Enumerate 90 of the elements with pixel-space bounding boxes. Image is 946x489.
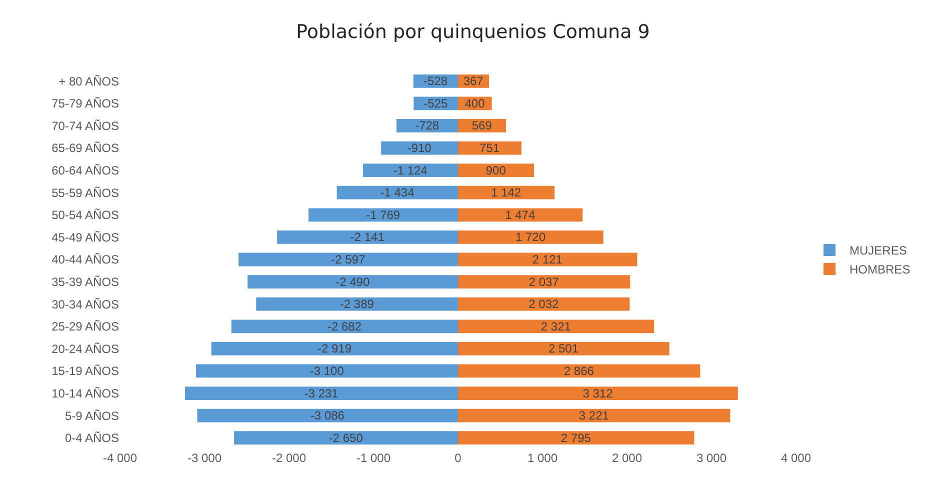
- data-label: -2 650: [328, 430, 364, 445]
- y-tick-label: 60-64 AÑOS: [52, 164, 119, 178]
- bar: [308, 208, 458, 222]
- bar: [458, 408, 730, 422]
- data-label: 1 474: [505, 208, 536, 222]
- data-label: 1 720: [515, 230, 546, 244]
- y-tick-label: 20-24 AÑOS: [52, 342, 119, 356]
- legend-label: MUJERES: [850, 244, 907, 258]
- data-label: -2 597: [331, 252, 366, 266]
- data-label: -528: [424, 74, 448, 88]
- x-tick-label: 4 000: [780, 451, 812, 465]
- bar: [363, 164, 458, 178]
- y-tick-label: 25-29 AÑOS: [52, 320, 119, 334]
- bar: [458, 364, 700, 378]
- data-label: 1 142: [491, 186, 522, 200]
- data-label: -728: [415, 118, 440, 133]
- x-tick-label: 1 000: [527, 451, 558, 465]
- bar: [458, 208, 583, 222]
- y-tick-label: 10-14 AÑOS: [52, 386, 119, 400]
- data-label: 400: [464, 96, 486, 110]
- y-tick-label: 55-59 AÑOS: [52, 186, 119, 200]
- x-tick-label: -2 000: [272, 451, 306, 465]
- data-label: -3 231: [304, 386, 339, 400]
- data-label: 367: [463, 74, 484, 88]
- data-label: 2 866: [564, 364, 594, 378]
- x-tick-label: -3 000: [187, 451, 222, 465]
- y-tick-label: 50-54 AÑOS: [52, 208, 119, 222]
- bar: [256, 297, 458, 311]
- bar: [458, 431, 694, 445]
- data-label: -910: [407, 141, 432, 156]
- y-tick-label: 40-44 AÑOS: [52, 252, 119, 267]
- data-label: 2 121: [532, 252, 563, 266]
- bar: [196, 364, 458, 378]
- bar: [197, 408, 458, 422]
- y-tick-label: 75-79 AÑOS: [52, 96, 119, 111]
- data-label: -2 919: [317, 342, 352, 356]
- y-tick-label: 70-74 AÑOS: [52, 118, 119, 133]
- bar: [458, 230, 604, 244]
- data-label: 2 501: [548, 342, 579, 356]
- data-label: 2 321: [540, 319, 572, 334]
- bar: [231, 320, 458, 334]
- y-tick-label: 0-4 AÑOS: [64, 431, 119, 446]
- data-label: 2 032: [528, 297, 560, 312]
- data-label: -1 769: [366, 208, 400, 222]
- bar: [277, 230, 458, 244]
- bar: [184, 386, 458, 400]
- data-label: 3 312: [582, 386, 614, 400]
- y-tick-label: 45-49 AÑOS: [52, 230, 119, 244]
- bar: [458, 252, 638, 266]
- bar: [458, 164, 534, 178]
- y-tick-label: + 80 AÑOS: [58, 74, 119, 88]
- y-tick-label: 5-9 AÑOS: [64, 408, 119, 423]
- bar: [336, 186, 458, 200]
- data-label: 2 037: [528, 274, 560, 289]
- data-label: -3 086: [310, 408, 345, 423]
- data-label: -3 100: [310, 364, 344, 378]
- bar: [238, 252, 458, 266]
- y-tick-label: 30-34 AÑOS: [52, 297, 119, 312]
- x-tick-label: 3 000: [696, 451, 727, 465]
- bar: [458, 297, 630, 311]
- bar: [211, 342, 458, 356]
- chart-title: Población por quinquenios Comuna 9: [296, 20, 650, 43]
- x-tick-label: -1 000: [356, 451, 391, 465]
- data-label: -525: [424, 96, 448, 110]
- data-label: -1 434: [380, 186, 415, 200]
- data-label: 900: [486, 163, 506, 178]
- data-label: -2 490: [336, 274, 370, 289]
- bar: [458, 275, 630, 288]
- data-label: 3 221: [578, 408, 610, 423]
- y-tick-label: 35-39 AÑOS: [52, 274, 119, 289]
- bar: [458, 342, 670, 356]
- data-label: -2 682: [328, 319, 362, 334]
- x-tick-label: 0: [454, 451, 462, 465]
- data-label: 2 795: [560, 430, 592, 445]
- data-label: 751: [480, 141, 500, 156]
- y-tick-label: 65-69 AÑOS: [52, 141, 119, 156]
- bar: [234, 431, 458, 445]
- data-label: -1 124: [393, 163, 428, 178]
- bar: [458, 320, 654, 334]
- bar: [248, 275, 458, 288]
- data-label: -2 141: [350, 230, 385, 244]
- x-tick-label: -4 000: [102, 451, 138, 465]
- x-tick-label: 2 000: [612, 451, 642, 465]
- bar: [458, 386, 738, 400]
- legend-label: HOMBRES: [850, 262, 910, 277]
- y-tick-label: 15-19 AÑOS: [52, 364, 119, 378]
- data-label: 569: [472, 118, 492, 133]
- bar: [396, 119, 458, 132]
- bar: [458, 186, 554, 200]
- data-label: -2 389: [340, 297, 374, 312]
